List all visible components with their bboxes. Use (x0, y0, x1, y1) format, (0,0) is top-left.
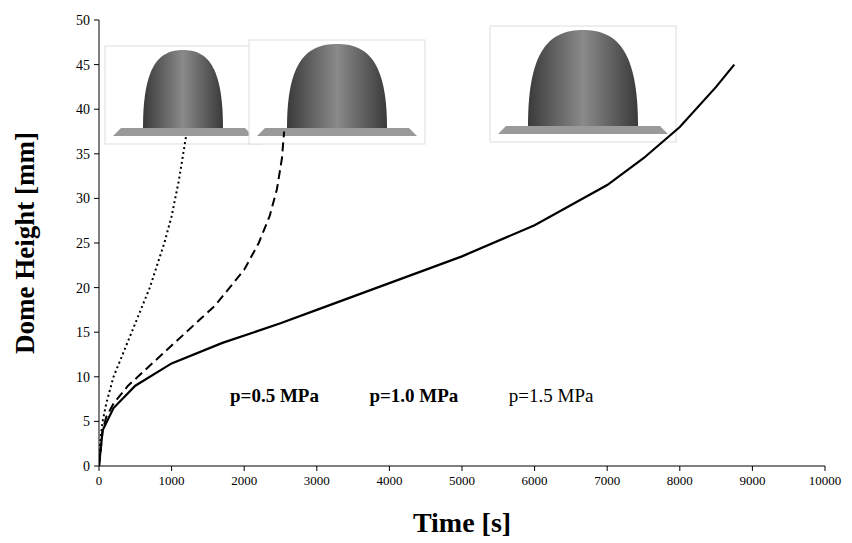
x-tick-label: 6000 (522, 473, 548, 488)
x-tick (99, 466, 100, 471)
series-line (99, 65, 734, 466)
x-tick (534, 466, 535, 471)
x-tick-label: 0 (96, 473, 103, 488)
x-tick-label: 3000 (304, 473, 330, 488)
y-tick (94, 64, 99, 65)
dome-body (528, 30, 638, 126)
x-tick-label: 1000 (159, 473, 185, 488)
y-tick (94, 20, 99, 21)
dome-flange (498, 126, 668, 134)
dome-flange (113, 128, 253, 136)
x-tick-label: 7000 (594, 473, 620, 488)
y-tick (94, 421, 99, 422)
x-tick (244, 466, 245, 471)
dome-frame (490, 26, 676, 142)
dome-image (249, 40, 425, 144)
x-axis-title: Time [s] (413, 507, 511, 538)
x-tick-label: 2000 (231, 473, 257, 488)
x-tick (607, 466, 608, 471)
dome-frame (249, 40, 425, 144)
plot-area (99, 65, 734, 466)
legend-label: p=1.5 MPa (509, 385, 594, 406)
legend-label: p=1.0 MPa (369, 385, 458, 406)
y-tick (94, 198, 99, 199)
y-tick-label: 20 (76, 281, 90, 296)
series-line (99, 136, 186, 466)
y-tick-label: 5 (83, 414, 90, 429)
y-tick (94, 243, 99, 244)
legend-label: p=0.5 MPa (230, 385, 319, 406)
x-tick-label: 4000 (376, 473, 402, 488)
y-tick-label: 45 (76, 58, 90, 73)
y-tick (94, 153, 99, 154)
dome-image (490, 26, 676, 142)
y-tick (94, 376, 99, 377)
x-tick (825, 466, 826, 471)
x-tick-label: 10000 (809, 473, 842, 488)
x-tick (752, 466, 753, 471)
dome-image (105, 46, 261, 144)
dome-body (143, 50, 223, 128)
dome-flange (257, 128, 417, 136)
y-tick (94, 287, 99, 288)
x-tick-label: 9000 (739, 473, 765, 488)
y-tick-label: 0 (83, 459, 90, 474)
y-tick-label: 10 (76, 370, 90, 385)
dome-body (287, 44, 387, 128)
y-tick (94, 466, 99, 467)
y-tick-label: 25 (76, 236, 90, 251)
y-tick-label: 40 (76, 102, 90, 117)
x-tick-label: 8000 (667, 473, 693, 488)
x-tick (679, 466, 680, 471)
x-tick-label: 5000 (449, 473, 475, 488)
y-tick (94, 332, 99, 333)
x-tick (389, 466, 390, 471)
series-line (99, 132, 284, 467)
chart: 0100020003000400050006000700080009000100… (0, 0, 852, 543)
dome-frame (105, 46, 261, 144)
y-tick-label: 30 (76, 191, 90, 206)
y-axis-title: Dome Height [mm] (10, 132, 40, 354)
y-tick-label: 15 (76, 325, 90, 340)
x-tick (462, 466, 463, 471)
y-tick-label: 50 (76, 13, 90, 28)
x-tick (171, 466, 172, 471)
y-tick (94, 109, 99, 110)
x-tick (316, 466, 317, 471)
y-tick-label: 35 (76, 147, 90, 162)
